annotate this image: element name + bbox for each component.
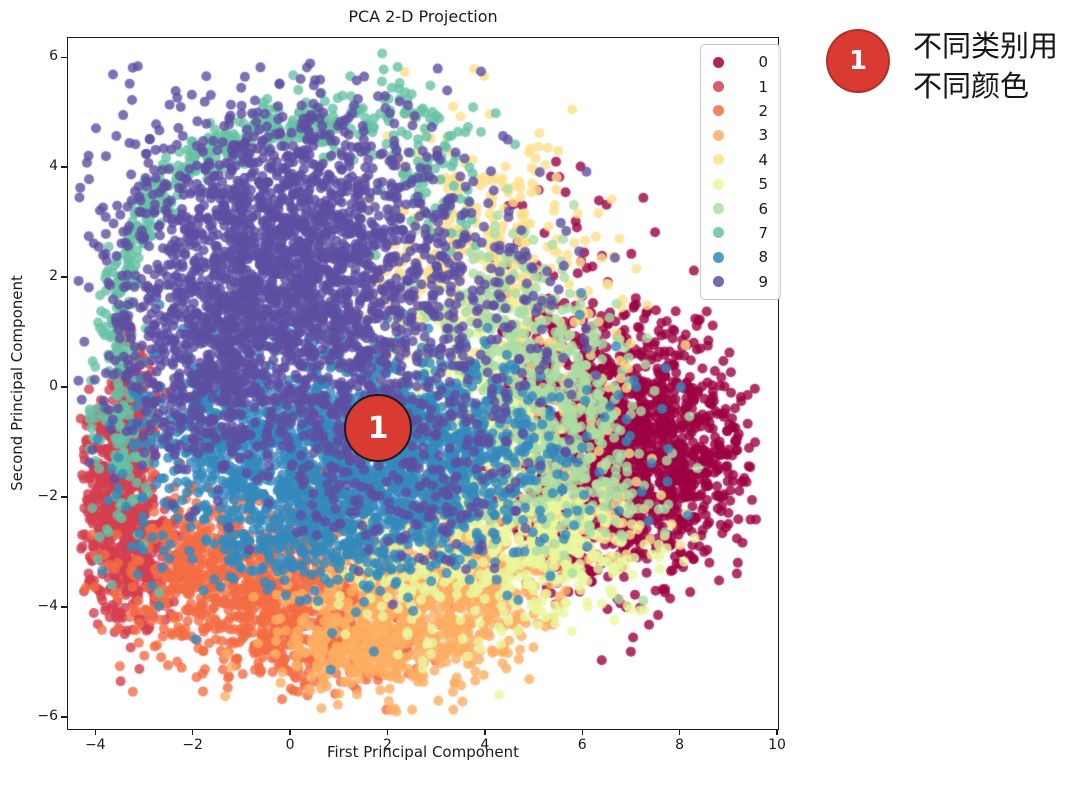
legend-item-label: 6 bbox=[758, 199, 768, 218]
y-tick-label: 4 bbox=[49, 158, 58, 175]
y-tick bbox=[61, 386, 67, 388]
x-tick bbox=[581, 729, 584, 735]
chart-title: PCA 2-D Projection bbox=[348, 7, 498, 26]
legend-marker-icon bbox=[713, 203, 724, 215]
y-tick-label: −2 bbox=[37, 488, 58, 505]
legend-item: 8 bbox=[713, 245, 768, 269]
legend-item-label: 9 bbox=[758, 272, 768, 291]
legend-item: 9 bbox=[713, 270, 768, 294]
legend-marker-icon bbox=[713, 81, 724, 93]
legend-item: 1 bbox=[713, 74, 768, 98]
side-callout-text: 不同类别用 不同颜色 bbox=[913, 26, 1058, 106]
y-tick-label: −6 bbox=[37, 707, 58, 724]
legend-item: 6 bbox=[713, 196, 768, 220]
legend-marker-icon bbox=[713, 105, 724, 117]
y-tick bbox=[61, 606, 67, 608]
y-tick-label: −4 bbox=[37, 597, 58, 614]
legend-item: 0 bbox=[713, 50, 768, 74]
x-tick-label: −2 bbox=[182, 737, 203, 753]
x-axis-label: First Principal Component bbox=[326, 743, 520, 761]
legend-marker-icon bbox=[713, 154, 724, 166]
legend-item-label: 3 bbox=[758, 126, 768, 145]
legend-item-label: 1 bbox=[758, 77, 768, 96]
legend-marker-icon bbox=[713, 276, 724, 288]
side-callout-text-line2: 不同颜色 bbox=[913, 69, 1030, 103]
legend-item: 3 bbox=[713, 123, 768, 147]
legend-item: 5 bbox=[713, 172, 768, 196]
legend-marker-icon bbox=[713, 129, 724, 141]
side-callout-label: 1 bbox=[848, 46, 868, 76]
x-tick-label: 4 bbox=[480, 737, 490, 753]
x-tick-label: 8 bbox=[675, 737, 685, 753]
x-tick bbox=[94, 729, 97, 735]
x-tick-label: 6 bbox=[577, 737, 587, 753]
legend-item-label: 7 bbox=[758, 223, 768, 242]
y-tick-label: 0 bbox=[49, 378, 58, 395]
side-callout-circle: 1 bbox=[826, 29, 890, 93]
legend-item-label: 4 bbox=[758, 150, 768, 169]
y-tick-label: 6 bbox=[49, 48, 58, 65]
x-tick bbox=[678, 729, 681, 735]
x-tick-label: −4 bbox=[84, 737, 106, 753]
legend-item-label: 0 bbox=[758, 53, 768, 72]
legend-item: 4 bbox=[713, 148, 768, 172]
x-tick-label: 10 bbox=[768, 737, 786, 753]
y-tick-label: 2 bbox=[49, 268, 58, 285]
plot-callout-label: 1 bbox=[367, 410, 389, 446]
legend-item-label: 2 bbox=[758, 101, 768, 120]
plot-callout-circle: 1 bbox=[344, 394, 412, 462]
x-tick bbox=[289, 729, 291, 735]
x-tick-label: 2 bbox=[382, 737, 392, 753]
legend-item: 2 bbox=[713, 99, 768, 123]
y-tick bbox=[61, 56, 67, 59]
side-callout-text-line1: 不同类别用 bbox=[913, 29, 1059, 63]
legend: 0 1 2 3 4 5 6 7 8 9 bbox=[700, 44, 781, 300]
y-tick bbox=[61, 716, 67, 718]
x-tick-label: 0 bbox=[285, 737, 295, 753]
y-tick bbox=[61, 166, 67, 168]
x-tick bbox=[191, 729, 194, 735]
legend-marker-icon bbox=[713, 251, 724, 263]
x-tick bbox=[776, 729, 778, 735]
y-tick bbox=[61, 496, 67, 498]
legend-marker-icon bbox=[713, 227, 724, 239]
legend-marker-icon bbox=[713, 56, 724, 68]
legend-item-label: 5 bbox=[758, 175, 768, 194]
scatter-canvas bbox=[68, 38, 778, 729]
y-tick bbox=[61, 276, 67, 278]
x-tick bbox=[386, 729, 389, 735]
legend-item-label: 8 bbox=[758, 248, 768, 267]
x-tick bbox=[484, 729, 486, 735]
legend-item: 7 bbox=[713, 221, 768, 245]
legend-marker-icon bbox=[713, 178, 724, 190]
